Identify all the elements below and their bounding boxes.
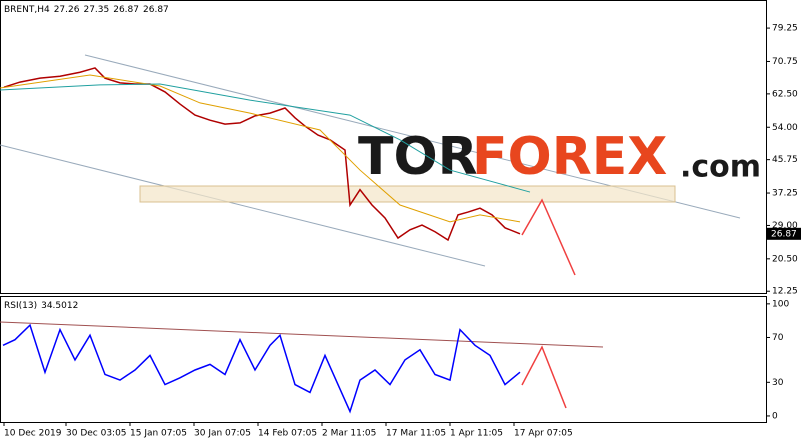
series-line [2,323,521,414]
header: RSI(13) 34.5012 [4,301,78,311]
x-tick-label: 17 Mar 11:05 [386,429,446,439]
rsi-frame [0,296,767,423]
y-tick-label: 45.75 [772,155,798,165]
x-tick-label: 15 Jan 07:05 [130,429,187,439]
logo-com: .com [680,150,761,185]
header: BRENT,H4 27.26 27.35 26.87 26.87 [4,5,169,15]
price-frame [0,0,767,294]
x-tick-label: 30 Jan 07:05 [194,429,251,439]
x-tick-label: 10 Dec 2019 [4,429,62,439]
last-price-box [767,227,801,240]
logo: TOR FOREX .com [358,127,761,187]
last-price-label: 26.87 [771,229,797,239]
x-tick-label: 30 Dec 03:05 [66,429,127,439]
header-part: BRENT,H4 [4,5,50,15]
x-tick-label: 2 Mar 11:05 [322,429,376,439]
y-tick-label: 62.50 [772,89,798,99]
y-tick-label: 30 [772,378,784,388]
y-tick-label: 37.25 [772,189,798,199]
series-line [0,74,521,223]
y-tick-label: 29.00 [772,221,798,231]
y-tick-label: 79.25 [772,24,798,34]
rsi-forecast-arrow [521,345,567,409]
y-tick-label: 12.25 [772,287,798,297]
header-part: 26.87 [143,5,169,15]
header-part: 26.87 [113,5,139,15]
y-tick-label: 70.75 [772,57,798,67]
channel-bottom [0,144,486,267]
logo-forex: FOREX [472,127,667,187]
resistance-zone [139,185,676,203]
header-part: 34.5012 [41,301,78,311]
x-tick-label: 14 Feb 07:05 [258,429,317,439]
forecast-arrow [521,198,576,276]
series-line [3,67,521,242]
y-tick-label: 70 [772,333,784,343]
header-part: 27.26 [54,5,80,15]
y-tick-label: 54.00 [772,123,798,133]
x-tick-label: 17 Apr 07:05 [514,429,573,439]
logo-tor: TOR [358,127,478,187]
rsi-trendline [0,321,604,348]
header-part: RSI(13) [4,301,37,311]
x-tick-label: 1 Apr 11:05 [450,429,503,439]
y-tick-label: 20.50 [772,254,798,264]
header-part: 27.35 [83,5,109,15]
y-tick-label: 100 [772,299,789,309]
series-line [0,83,531,193]
y-tick-label: 0 [772,411,778,421]
